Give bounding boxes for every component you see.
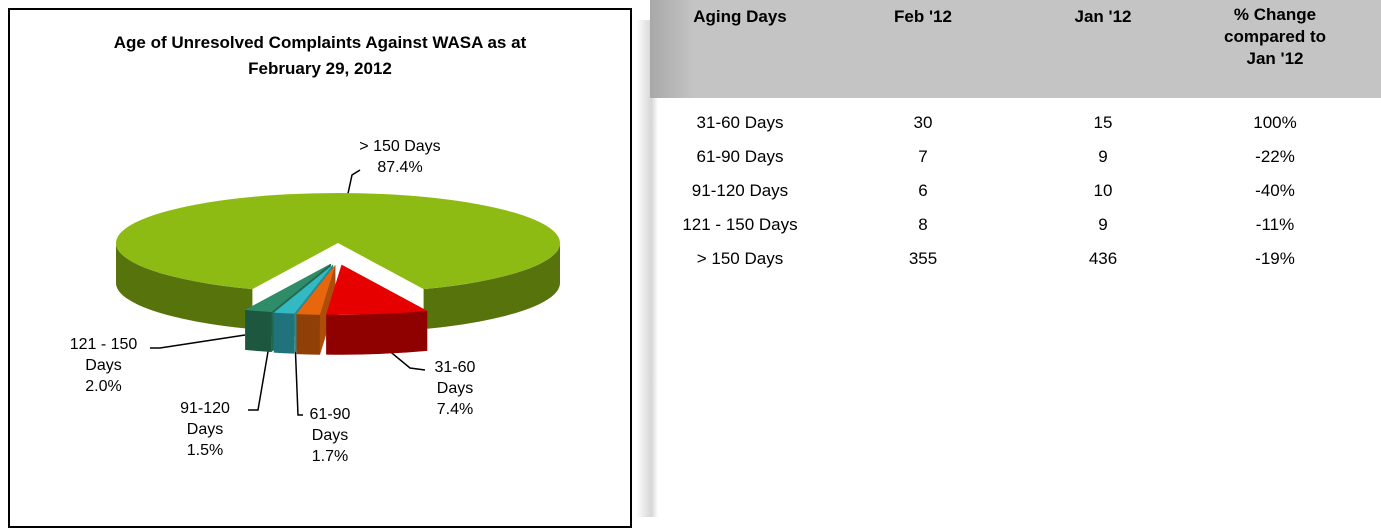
table-cell: 6	[918, 181, 928, 200]
slice-side	[116, 243, 253, 330]
category: 121 - 150 Days	[69, 336, 138, 374]
slice-side	[326, 310, 428, 355]
slice-label: 91-120 Days 1.5%	[170, 398, 240, 461]
leader-line	[150, 334, 246, 349]
table-cell: 91-120 Days	[691, 181, 789, 200]
leader-line	[294, 339, 303, 416]
slice	[296, 264, 336, 315]
value-label: 1.7%	[311, 448, 349, 465]
table-cell: 31-60 Days	[696, 113, 784, 132]
value-label: 7.4%	[436, 401, 474, 418]
table-cell: 436	[1088, 249, 1118, 268]
table-cell: 10	[1093, 181, 1113, 200]
table-cell: 9	[1098, 215, 1108, 234]
table-cell: -40%	[1255, 181, 1295, 200]
value-label: 2.0%	[85, 378, 122, 395]
header-cell: Feb '12	[894, 7, 952, 26]
slice-label: 121 - 150 Days 2.0%	[56, 334, 151, 397]
shadow	[636, 20, 658, 517]
table-cell: -19%	[1255, 249, 1295, 268]
table-cell: 121 - 150 Days	[682, 215, 798, 234]
slice-side	[273, 312, 295, 354]
page: Age of Unresolved Complaints Against WAS…	[8, 0, 1381, 528]
slice	[245, 263, 331, 312]
slice	[273, 264, 334, 314]
category: 91-120 Days	[180, 400, 230, 438]
table-cell: 355	[908, 249, 938, 268]
table-cell: -22%	[1255, 147, 1295, 166]
table-cell: 61-90 Days	[696, 147, 784, 166]
header-cell: % Change compared to Jan '12	[1223, 5, 1327, 68]
category: 61-90 Days	[309, 406, 351, 444]
leader-line	[248, 339, 271, 411]
slice-side	[296, 314, 320, 355]
table-cell: 8	[918, 215, 928, 234]
table-cell: 9	[1098, 147, 1108, 166]
header-cell: Jan '12	[1074, 7, 1132, 26]
header-cell: Aging Days	[693, 7, 787, 26]
value-label: 1.5%	[186, 442, 224, 459]
table-cell: 15	[1093, 113, 1113, 132]
slice	[116, 192, 560, 290]
chart-title: Age of Unresolved Complaints Against WAS…	[113, 33, 527, 78]
table-cell: 100%	[1253, 113, 1297, 132]
value-label: 87.4%	[377, 159, 423, 176]
category: > 150 Days	[359, 138, 441, 155]
slice-label: 61-90 Days 1.7%	[300, 404, 360, 467]
slice	[326, 264, 428, 315]
slice-side	[245, 309, 272, 352]
slice-label: 31-60 Days 7.4%	[425, 357, 485, 420]
slice-label: > 150 Days 87.4%	[345, 136, 455, 178]
slice-side	[423, 243, 560, 330]
table-header	[650, 0, 1381, 98]
category: 31-60 Days	[434, 359, 476, 397]
table-cell: 7	[918, 147, 928, 166]
chart	[116, 169, 560, 416]
table-cell: > 150 Days	[696, 249, 784, 268]
table-cell: -11%	[1255, 215, 1295, 234]
table-cell: 30	[913, 113, 933, 132]
